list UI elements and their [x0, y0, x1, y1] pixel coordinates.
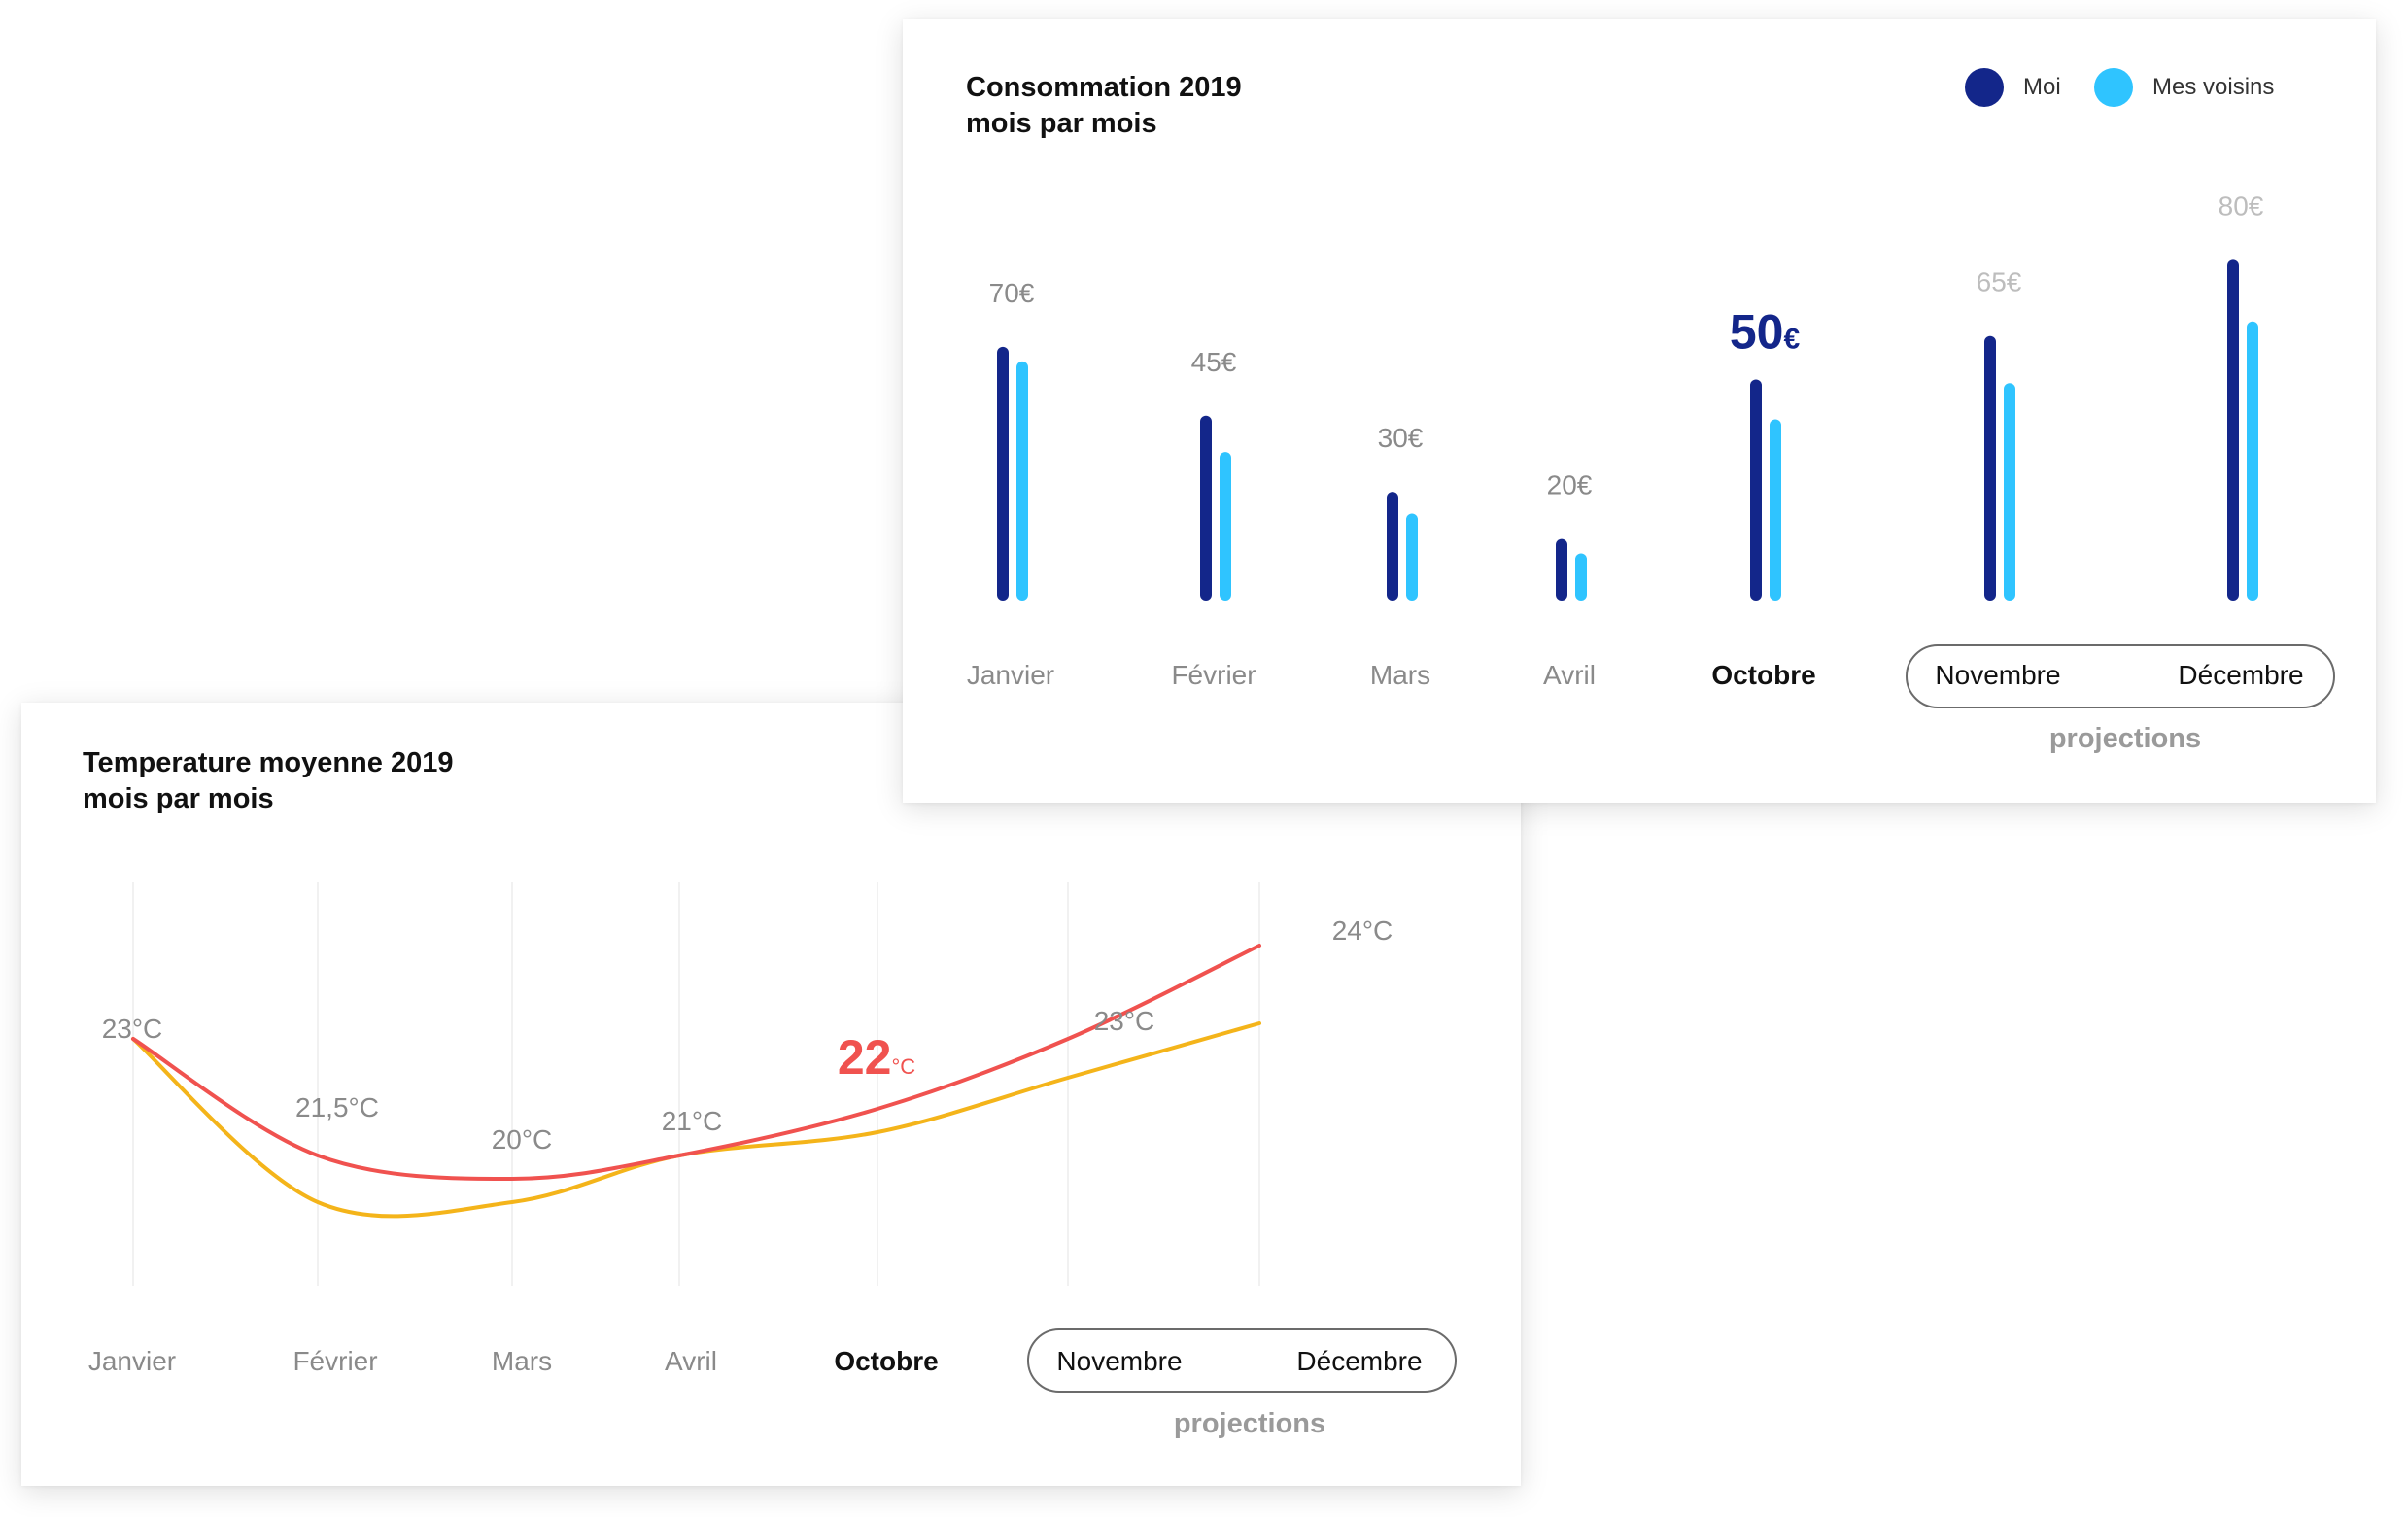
temperature-category-label-5[interactable]: Novembre — [1056, 1346, 1182, 1376]
bar-value-label-3: 20€ — [1547, 470, 1593, 500]
bar-voisins-2 — [1406, 513, 1418, 601]
legend-label-voisins: Mes voisins — [2152, 74, 2275, 100]
consumption-title: Consommation 2019 mois par mois — [966, 70, 1242, 142]
temperature-value-label-4: 22°C — [838, 1030, 915, 1085]
bar-moi-4 — [1750, 379, 1762, 601]
bar-value-label-2: 30€ — [1378, 423, 1424, 453]
temperature-category-label-4: Octobre — [834, 1346, 938, 1376]
temperature-category-label-2: Mars — [492, 1346, 552, 1376]
bar-moi-1 — [1200, 415, 1212, 601]
temperature-value-label-6: 24°C — [1332, 915, 1393, 946]
legend-dot-voisins — [2094, 68, 2133, 107]
bar-value-label-5: 65€ — [1977, 267, 2022, 297]
consumption-bar-chart: 70€ Janvier 45€ Février 30€ Mars 20€ Avril 50€ Oc… — [967, 190, 2304, 690]
temperature-value-label-1: 21,5°C — [295, 1092, 379, 1122]
bar-moi-2 — [1387, 492, 1398, 601]
temperature-line-0 — [131, 944, 1261, 1181]
consumption-title-line2: mois par mois — [966, 108, 1157, 139]
bar-value-label-4: 50€ — [1730, 304, 1801, 359]
temperature-projections-label: projections — [1173, 1408, 1326, 1439]
legend-dot-moi — [1965, 68, 2004, 107]
bar-voisins-1 — [1220, 452, 1231, 601]
bar-value-label-6: 80€ — [2219, 190, 2264, 221]
temperature-projections-pill[interactable] — [1027, 1328, 1457, 1393]
category-label-0: Janvier — [967, 660, 1054, 690]
legend-label-moi: Moi — [2023, 74, 2061, 100]
temperature-value-label-0: 23°C — [102, 1014, 163, 1044]
temperature-category-label-1: Février — [292, 1346, 377, 1376]
category-label-2: Mars — [1370, 660, 1430, 690]
bar-moi-6 — [2227, 259, 2239, 601]
bar-voisins-5 — [2004, 383, 2015, 601]
consumption-projections-label: projections — [2048, 723, 2202, 754]
legend-item-moi: Moi — [1965, 68, 2061, 107]
category-label-1: Février — [1171, 660, 1256, 690]
category-label-5[interactable]: Novembre — [1935, 660, 2060, 690]
bar-moi-3 — [1556, 538, 1567, 601]
bar-moi-5 — [1984, 335, 1996, 601]
consumption-title-line1: Consommation 2019 — [966, 72, 1242, 103]
bar-voisins-4 — [1770, 419, 1781, 601]
bar-voisins-3 — [1575, 553, 1587, 601]
bar-voisins-6 — [2247, 321, 2258, 601]
temperature-value-label-3: 21°C — [662, 1106, 723, 1136]
consumption-card: Consommation 2019 mois par mois Moi Mes … — [903, 19, 2376, 803]
temperature-category-label-6[interactable]: Décembre — [1296, 1346, 1422, 1376]
bar-moi-0 — [997, 346, 1009, 601]
category-label-4: Octobre — [1711, 660, 1815, 690]
bar-value-label-0: 70€ — [989, 278, 1035, 308]
consumption-projections-pill[interactable] — [1906, 644, 2335, 708]
temperature-title-line1: Temperature moyenne 2019 — [83, 747, 454, 778]
temperature-value-label-5: 23°C — [1094, 1006, 1155, 1036]
category-label-3: Avril — [1543, 660, 1596, 690]
temperature-value-label-2: 20°C — [492, 1124, 553, 1155]
bar-voisins-0 — [1016, 361, 1028, 601]
category-label-6[interactable]: Décembre — [2178, 660, 2303, 690]
temperature-category-label-3: Avril — [665, 1346, 717, 1376]
temperature-title: Temperature moyenne 2019 mois par mois — [83, 745, 453, 817]
temperature-category-label-0: Janvier — [88, 1346, 176, 1376]
temperature-line-chart: 23°C 21,5°C 20°C 21°C 22°C 23°C 24°C Janvier Fév… — [88, 882, 1423, 1376]
legend-item-voisins: Mes voisins — [2094, 68, 2274, 107]
temperature-title-line2: mois par mois — [83, 783, 274, 814]
temperature-card: Temperature moyenne 2019 mois par mois 2… — [21, 703, 1521, 1486]
bar-value-label-1: 45€ — [1191, 347, 1237, 377]
